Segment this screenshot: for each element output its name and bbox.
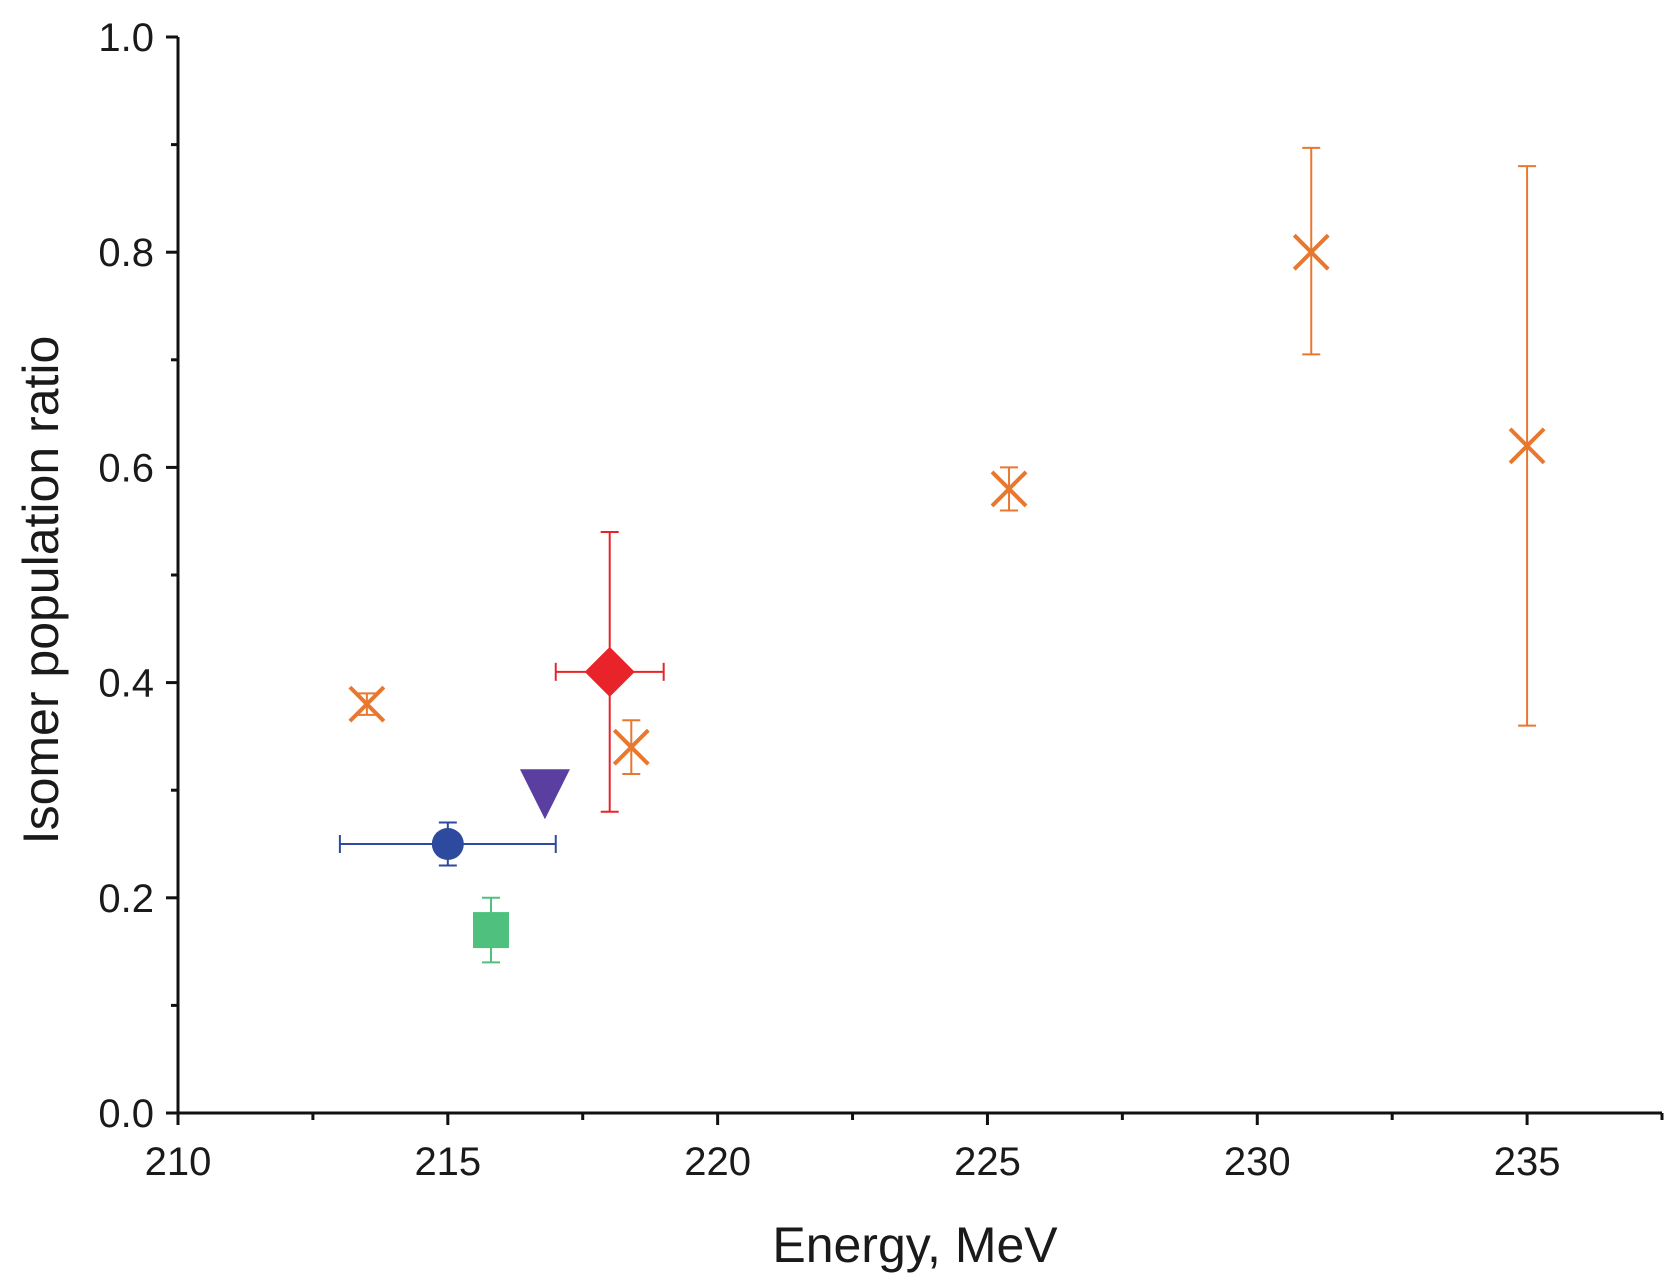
data-points (338, 146, 1546, 964)
square-marker (472, 912, 509, 949)
data-point-square (472, 896, 509, 964)
data-point-circle (338, 821, 557, 867)
diamond-marker (584, 646, 635, 697)
y-tick-label: 0.6 (98, 446, 154, 490)
x-marker-stroke (348, 685, 386, 723)
circle-marker (431, 828, 464, 860)
x-tick-label: 220 (684, 1140, 751, 1184)
y-tick-label: 1.0 (98, 16, 154, 60)
x-axis-title: Energy, MeV (772, 1217, 1058, 1273)
data-point-x-cross (348, 685, 386, 723)
x-marker-stroke (1292, 233, 1330, 271)
y-tick-label: 0.0 (98, 1092, 154, 1136)
y-tick-label: 0.8 (98, 231, 154, 275)
x-tick-label: 210 (145, 1140, 212, 1184)
data-point-x-cross (612, 719, 650, 776)
data-point-x-cross (990, 466, 1028, 512)
y-tick-label: 0.4 (98, 662, 154, 706)
data-point-x-cross (1292, 146, 1330, 356)
x-tick-label: 235 (1494, 1140, 1561, 1184)
x-tick-label: 215 (414, 1140, 481, 1184)
data-point-diamond (554, 530, 665, 813)
ticks (166, 35, 1664, 1125)
data-point-x-cross (1508, 165, 1546, 727)
data-point-triangle-down (519, 769, 570, 820)
y-tick-label: 0.2 (98, 877, 154, 921)
x-tick-label: 230 (1224, 1140, 1291, 1184)
x-marker-stroke (990, 470, 1028, 508)
x-marker-stroke (1508, 427, 1546, 465)
triangle-marker (519, 769, 570, 820)
x-marker-stroke (612, 728, 650, 766)
x-tick-label: 225 (954, 1140, 1021, 1184)
y-axis-title: Isomer population ratio (13, 336, 69, 845)
axes (176, 37, 1662, 1115)
tick-labels: 210 215 220 225 230 235 0.0 0.2 0.4 0.6 0.8 1.0 (98, 16, 1560, 1184)
